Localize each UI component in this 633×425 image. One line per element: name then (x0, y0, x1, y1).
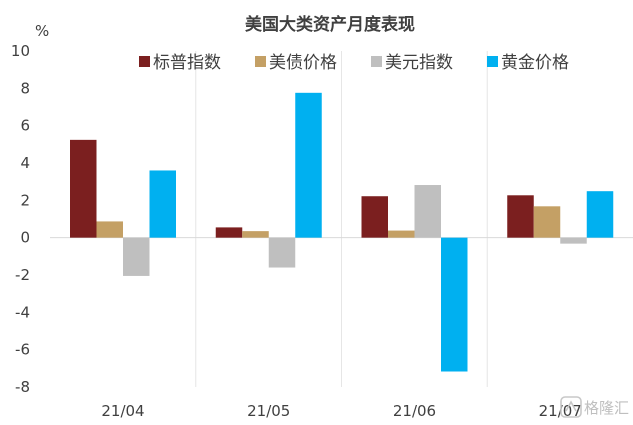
y-tick-label: 10 (11, 42, 30, 60)
bars (70, 92, 614, 372)
watermark: 格隆汇 (560, 396, 629, 418)
y-tick-label: 0 (20, 229, 30, 247)
bar (215, 227, 243, 238)
bar (295, 92, 322, 238)
y-tick-label: 2 (20, 191, 30, 209)
y-tick-label: -6 (15, 341, 30, 359)
x-tick-label: 21/06 (393, 402, 436, 420)
bar (507, 195, 534, 238)
x-tick-label: 21/05 (247, 402, 290, 420)
legend-label: 黄金价格 (501, 53, 569, 73)
bar (441, 237, 468, 372)
legend-label: 美债价格 (269, 53, 337, 73)
watermark-text: 格隆汇 (584, 399, 629, 417)
grid-lines (195, 51, 488, 387)
legend-swatch (371, 56, 382, 67)
bar (70, 139, 97, 238)
bar (149, 170, 176, 238)
x-axis: 21/04 21/05 21/06 21/07 (101, 402, 581, 420)
y-tick-label: -8 (15, 378, 30, 396)
y-tick-label: -2 (15, 266, 30, 284)
y-tick-label: 6 (20, 117, 30, 135)
bar (414, 185, 441, 238)
bar (361, 196, 388, 238)
bar (96, 221, 123, 238)
legend-label: 标普指数 (153, 53, 221, 73)
y-tick-label: 4 (20, 154, 30, 172)
legend-swatch (487, 56, 498, 67)
bar (268, 237, 296, 268)
y-axis-unit: % (35, 22, 49, 40)
legend-label: 美元指数 (385, 53, 453, 73)
legend-swatch (139, 56, 150, 67)
y-tick-label: -4 (15, 303, 30, 321)
legend-swatch (255, 56, 266, 67)
x-tick-label: 21/04 (101, 402, 144, 420)
legend: 标普指数 美债价格 美元指数 黄金价格 (139, 53, 569, 73)
bar (123, 237, 150, 276)
bar (242, 231, 269, 238)
bar (533, 206, 561, 238)
bar (560, 237, 587, 244)
gelonghui-logo-icon (560, 396, 582, 418)
chart-title: 美国大类资产月度表现 (245, 14, 415, 35)
y-tick-label: 8 (20, 79, 30, 97)
bar (586, 191, 614, 238)
bar (388, 230, 415, 238)
